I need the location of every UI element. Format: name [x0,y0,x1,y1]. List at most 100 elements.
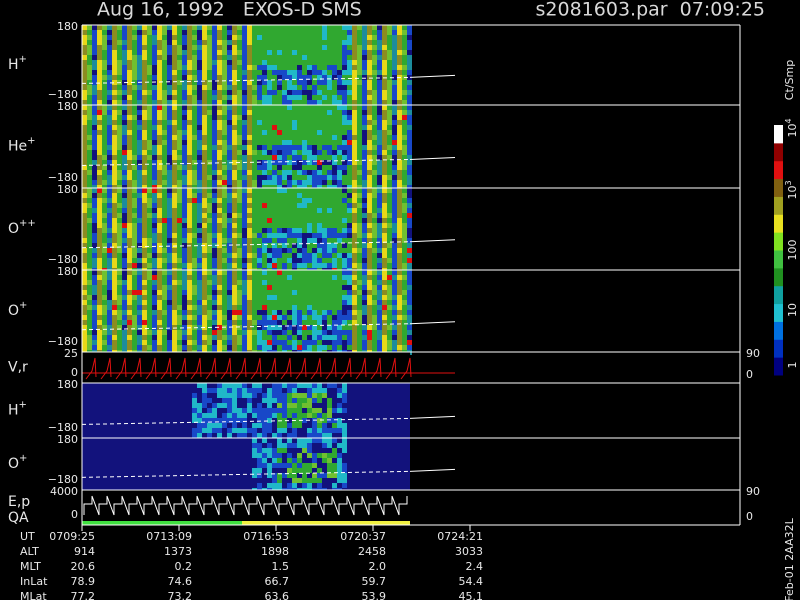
spectrogram-cell [132,175,137,180]
spectrogram-cell [252,433,257,438]
spectrogram-cell [172,135,177,140]
spectrogram-cell [187,130,192,135]
spectrogram-cell [162,115,167,120]
spectrogram-cell [327,208,332,213]
spectrogram-cell [247,398,252,403]
spectrogram-cell [227,315,232,320]
spectrogram-cell [317,330,322,335]
spectrogram-cell [302,55,307,60]
spectrogram-cell [207,180,212,185]
spectrogram-cell [222,170,227,175]
spectrogram-cell [202,423,207,428]
spectrogram-cell [372,198,377,203]
spectrogram-cell [252,218,257,223]
spectrogram-cell [297,165,302,170]
spectrogram-cell [232,403,237,408]
spectrogram-cell [402,180,407,185]
spectrogram-cell [227,45,232,50]
spectrogram-cell [397,130,402,135]
spectrogram-cell [292,295,297,300]
spectrogram-cell [247,223,252,228]
colorbar-swatch [774,357,783,376]
spectrogram-cell [387,160,392,165]
spectrogram-cell [227,270,232,275]
spectrogram-cell [282,330,287,335]
spectrogram-cell [102,130,107,135]
spectrogram-cell [372,140,377,145]
spectrogram-cell [157,115,162,120]
spectrogram-cell [147,258,152,263]
spectrogram-cell [167,165,172,170]
spectrogram-cell [297,248,302,253]
spectrogram-cell [102,135,107,140]
spectrogram-cell [232,198,237,203]
spectrogram-cell [357,165,362,170]
spectrogram-cell [332,30,337,35]
spectrogram-cell [362,155,367,160]
spectrogram-cell [177,70,182,75]
spectrogram-cell [222,203,227,208]
spectrogram-cell [392,280,397,285]
spectrogram-cell [242,383,247,388]
spectrogram-cell [122,50,127,55]
spectrogram-cell [277,140,282,145]
spectrogram-cell [82,300,87,305]
spectrogram-cell [192,213,197,218]
spectrogram-cell [262,238,267,243]
spectrogram-cell [392,35,397,40]
spectrogram-cell [107,165,112,170]
spectrogram-cell [402,165,407,170]
spectrogram-cell [267,188,272,193]
spectrogram-cell [207,213,212,218]
spectrogram-cell [202,228,207,233]
spectrogram-cell [387,253,392,258]
spectrogram-cell [332,120,337,125]
spectrogram-cell [297,423,302,428]
spectrogram-cell [227,403,232,408]
spectrogram-cell [212,228,217,233]
spectrogram-cell [87,233,92,238]
spectrogram-cell [362,50,367,55]
spectrogram-cell [307,95,312,100]
spectrogram-cell [242,423,247,428]
spectrogram-cell [317,468,322,473]
spectrogram-cell [322,388,327,393]
spectrogram-cell [87,335,92,340]
spectrogram-cell [257,423,262,428]
spectrogram-cell [122,45,127,50]
spectrogram-cell [92,80,97,85]
spectrogram-cell [132,305,137,310]
spectrogram-cell [97,180,102,185]
spectrogram-cell [342,325,347,330]
spectrogram-cell [132,180,137,185]
spectrogram-cell [222,275,227,280]
spectrogram-cell [157,55,162,60]
spectrogram-cell [347,275,352,280]
spectrogram-cell [202,45,207,50]
spectrogram-cell [347,270,352,275]
spectrogram-cell [257,213,262,218]
spectrogram-cell [407,145,412,150]
spectrogram-cell [297,285,302,290]
spectrogram-cell [137,50,142,55]
spectrogram-cell [97,330,102,335]
spectrogram-cell [117,300,122,305]
spectrogram-cell [127,55,132,60]
spectrogram-cell [197,193,202,198]
spectrogram-cell [222,213,227,218]
spectrogram-cell [202,180,207,185]
spectrogram-cell [302,248,307,253]
spectrogram-cell [262,50,267,55]
spectrogram-cell [277,213,282,218]
spectrogram-cell [222,110,227,115]
spectrogram-cell [302,193,307,198]
spectrogram-cell [407,270,412,275]
spectrogram-cell [87,110,92,115]
spectrogram-cell [347,120,352,125]
spectrogram-cell [312,70,317,75]
spectrogram-cell [262,35,267,40]
spectrogram-cell [262,315,267,320]
spectrogram-cell [87,228,92,233]
spectrogram-cell [162,135,167,140]
